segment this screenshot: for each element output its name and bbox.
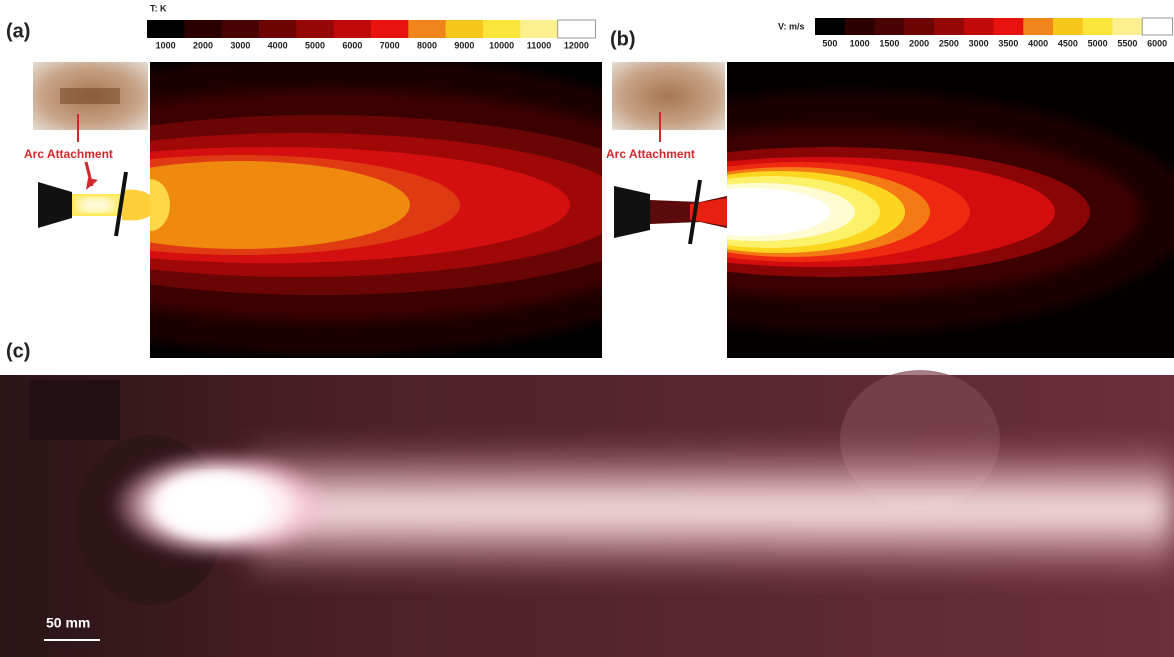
colorbar-tick-label: 3000: [230, 40, 250, 50]
colorbar-segment: [296, 20, 334, 38]
colorbar-segment: [520, 20, 558, 38]
colorbar-tick-label: 9000: [454, 40, 474, 50]
colorbar-title: T: K: [150, 3, 167, 13]
colorbar-tick-label: 500: [822, 38, 837, 48]
plasma-photo: [0, 370, 1174, 657]
colorbar-tick-label: 2500: [939, 38, 959, 48]
colorbar-segment: [371, 20, 409, 38]
colorbar-segment: [964, 18, 994, 35]
colorbar-segment: [446, 20, 484, 38]
annotation: Arc Attachment: [606, 147, 695, 161]
colorbar-tick-label: 5000: [1088, 38, 1108, 48]
colorbar-tick-label: 11000: [527, 40, 552, 50]
colorbar-segment: [483, 20, 521, 38]
colorbar-tick-label: 8000: [417, 40, 437, 50]
colorbar-segment: [259, 20, 297, 38]
colorbar-segment: [934, 18, 964, 35]
colorbar-segment: [904, 18, 934, 35]
panel-label: (c): [6, 340, 30, 362]
colorbar-tick-label: 1000: [156, 40, 176, 50]
figure: (a) T: K (b) V: m/s Arc Attachment: [0, 0, 1174, 657]
colorbar-segment: [222, 20, 260, 38]
colorbar-tick-label: 3000: [969, 38, 989, 48]
colorbar-segment: [334, 20, 372, 38]
scale-bar-label: 50 mm: [46, 615, 90, 631]
colorbar-segment: [408, 20, 446, 38]
colorbar-tick-label: 6000: [342, 40, 362, 50]
colorbar-tick-label: 10000: [489, 40, 514, 50]
colorbar-tick-label: 3500: [998, 38, 1018, 48]
colorbar-segment: [845, 18, 875, 35]
colorbar-tick-label: 4000: [1028, 38, 1048, 48]
colorbar-title: V: m/s: [778, 21, 805, 31]
figure-canvas: (a) T: K (b) V: m/s Arc Attachment: [0, 0, 1174, 657]
velocity-contour: [510, 62, 1174, 358]
colorbar-tick-label: 2000: [193, 40, 213, 50]
colorbar-tick-label: 2000: [909, 38, 929, 48]
colorbar-tick-label: 4000: [268, 40, 288, 50]
colorbar-segment: [815, 18, 845, 35]
colorbar-segment: [1053, 18, 1083, 35]
colorbar-segment: [1113, 18, 1143, 35]
colorbar-segment: [147, 20, 185, 38]
colorbar-segment: [1023, 18, 1053, 35]
colorbar-tick-label: 5000: [305, 40, 325, 50]
annotation: Arc Attachment: [24, 147, 113, 161]
colorbar-tick-label: 5500: [1117, 38, 1137, 48]
colorbar-segment: [994, 18, 1024, 35]
colorbar-segment: [875, 18, 905, 35]
panel-label: (b): [610, 28, 636, 50]
colorbar-tick-label: 1500: [879, 38, 899, 48]
colorbar-tick-label: 7000: [380, 40, 400, 50]
colorbar-segment: [1142, 18, 1172, 35]
colorbar-segment: [184, 20, 222, 38]
colorbar-tick-label: 12000: [564, 40, 589, 50]
colorbar-tick-label: 1000: [850, 38, 870, 48]
colorbar-segment: [1083, 18, 1113, 35]
panel-label: (a): [6, 20, 30, 42]
torch-photo: [612, 62, 725, 130]
colorbar-tick-label: 4500: [1058, 38, 1078, 48]
colorbar-segment: [558, 20, 596, 38]
colorbar-tick-label: 6000: [1147, 38, 1167, 48]
